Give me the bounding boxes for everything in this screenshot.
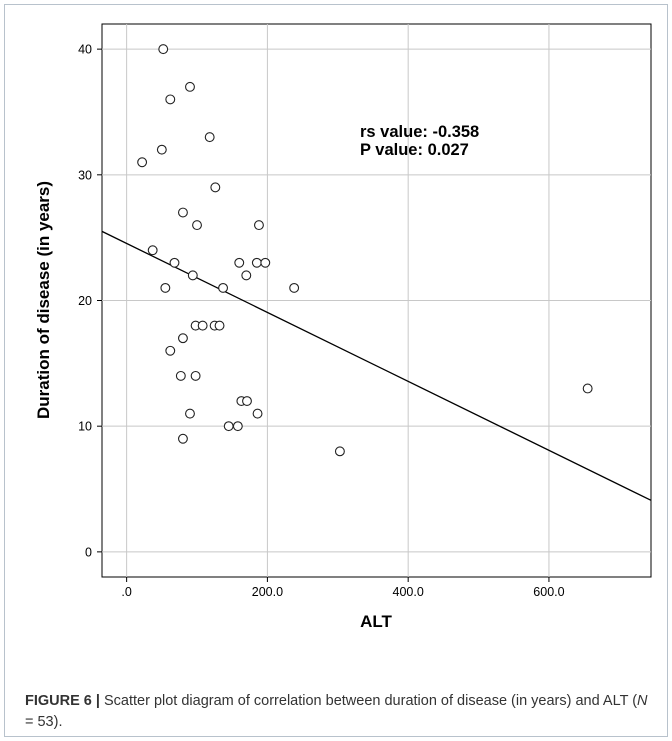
data-points <box>137 44 593 457</box>
data-point <box>192 220 202 231</box>
data-point <box>147 245 158 256</box>
data-point <box>185 408 195 419</box>
data-point <box>165 94 176 105</box>
annotation-rs: rs value: -0.358 <box>360 123 479 141</box>
data-point <box>177 433 188 444</box>
grid <box>102 24 651 577</box>
figure-label: FIGURE 6 | <box>25 693 100 709</box>
caption-n-symbol: N <box>637 693 648 709</box>
data-point <box>185 81 195 92</box>
figure-frame: .0 200.0 400.0 600.0 0 10 20 30 40 rs value: -0.… <box>4 4 668 737</box>
data-point <box>582 383 593 394</box>
data-point <box>232 421 243 432</box>
data-point <box>334 446 345 457</box>
data-point <box>158 44 169 55</box>
data-point <box>204 132 215 143</box>
caption-text-after: = 53). <box>25 714 63 730</box>
x-axis-label: ALT <box>360 612 392 631</box>
caption-text-before: Scatter plot diagram of correlation betw… <box>99 693 638 709</box>
data-point <box>197 320 208 331</box>
figure-caption: FIGURE 6 | Scatter plot diagram of corre… <box>25 691 655 733</box>
data-point <box>187 270 198 281</box>
y-tick-label: 20 <box>78 294 92 308</box>
data-point <box>234 257 245 268</box>
data-point <box>252 408 263 419</box>
annotation-p: P value: 0.027 <box>360 141 469 159</box>
y-axis-label: Duration of disease (in years) <box>34 181 53 419</box>
data-point <box>260 257 271 268</box>
data-point <box>242 396 252 406</box>
y-tick-label: 10 <box>78 420 92 434</box>
data-point <box>190 370 201 381</box>
data-point <box>218 282 229 293</box>
y-tick-label: 40 <box>78 43 92 57</box>
data-point <box>137 157 148 168</box>
data-point <box>156 144 167 155</box>
data-point <box>251 257 262 268</box>
y-tick-label: 30 <box>78 168 92 182</box>
scatter-chart: .0 200.0 400.0 600.0 0 10 20 30 40 rs value: -0.… <box>34 23 652 631</box>
y-tick-label: 0 <box>85 545 92 559</box>
data-point <box>241 270 252 281</box>
data-point <box>214 320 225 331</box>
data-point <box>175 370 186 381</box>
data-point <box>160 282 171 293</box>
x-tick-label: .0 <box>121 585 131 599</box>
data-point <box>165 345 176 356</box>
data-point <box>223 421 234 432</box>
data-point <box>254 220 264 231</box>
x-tick-label: 400.0 <box>393 585 424 599</box>
data-point <box>289 282 300 293</box>
x-tick-label: 600.0 <box>533 585 564 599</box>
data-point <box>177 333 188 344</box>
data-point <box>169 257 180 268</box>
data-point <box>210 182 221 193</box>
data-point <box>177 207 188 218</box>
x-tick-label: 200.0 <box>252 585 283 599</box>
axis-ticks: .0 200.0 400.0 600.0 0 10 20 30 40 <box>78 43 565 599</box>
